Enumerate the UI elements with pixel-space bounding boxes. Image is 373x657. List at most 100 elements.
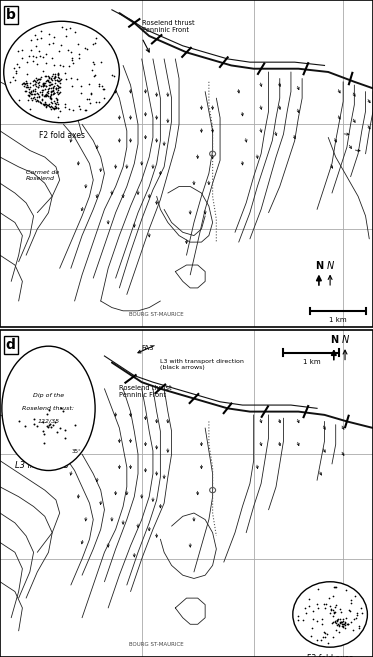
Point	[13, 66, 19, 76]
Circle shape	[293, 581, 367, 647]
Point	[76, 49, 82, 59]
Point	[22, 79, 28, 89]
Point	[337, 618, 343, 628]
Point	[84, 94, 90, 104]
Point	[82, 43, 88, 54]
Point	[59, 40, 65, 51]
Text: 1 km: 1 km	[303, 359, 320, 365]
Point	[40, 51, 46, 62]
Point	[88, 88, 94, 99]
Point	[23, 81, 29, 92]
Point	[44, 421, 50, 432]
Point	[62, 102, 68, 112]
Point	[37, 97, 43, 108]
Point	[314, 635, 320, 646]
Point	[47, 76, 53, 87]
Point	[51, 81, 57, 91]
Point	[48, 97, 54, 108]
Point	[315, 602, 321, 613]
Point	[41, 79, 47, 90]
Point	[109, 70, 115, 80]
Point	[342, 618, 348, 628]
Point	[66, 61, 72, 72]
Point	[303, 607, 309, 618]
Point	[336, 616, 342, 627]
Point	[330, 604, 336, 615]
Point	[315, 583, 321, 594]
Point	[48, 86, 54, 97]
Point	[54, 75, 60, 85]
Point	[322, 632, 328, 643]
Point	[52, 98, 58, 108]
Point	[55, 99, 61, 110]
Point	[356, 623, 362, 633]
Point	[46, 73, 52, 83]
Point	[39, 87, 45, 97]
Point	[48, 72, 54, 83]
Point	[23, 78, 29, 89]
Point	[37, 46, 43, 57]
Point	[36, 74, 42, 85]
Point	[51, 87, 57, 98]
Point	[330, 632, 336, 643]
Point	[356, 622, 362, 632]
Point	[37, 51, 43, 61]
Point	[328, 604, 334, 614]
Point	[62, 68, 68, 78]
Point	[47, 102, 53, 112]
Circle shape	[4, 21, 119, 123]
Point	[93, 97, 99, 108]
Point	[50, 83, 56, 93]
Point	[45, 99, 51, 110]
Point	[70, 105, 76, 116]
Point	[55, 112, 61, 123]
Point	[49, 97, 55, 108]
Point	[40, 66, 46, 76]
Point	[36, 79, 42, 90]
Point	[46, 101, 51, 111]
Point	[26, 87, 32, 97]
Point	[345, 619, 351, 629]
Point	[309, 622, 315, 633]
Point	[38, 98, 44, 108]
Point	[52, 417, 58, 427]
Point	[89, 65, 95, 76]
Point	[340, 614, 346, 624]
Point	[48, 83, 54, 94]
Point	[51, 72, 57, 83]
Point	[26, 89, 32, 100]
Point	[75, 39, 81, 50]
Point	[91, 71, 97, 81]
Point	[48, 89, 54, 99]
Point	[53, 72, 59, 82]
Point	[93, 32, 99, 43]
Point	[21, 78, 27, 89]
Point	[83, 104, 89, 115]
Point	[348, 595, 354, 605]
Text: N: N	[326, 261, 334, 271]
Point	[42, 78, 48, 89]
Point	[92, 70, 98, 80]
Point	[45, 83, 51, 94]
Point	[42, 91, 48, 102]
Point	[351, 614, 357, 624]
Point	[38, 33, 44, 43]
Point	[22, 85, 28, 96]
Point	[310, 614, 316, 624]
Point	[66, 104, 72, 114]
Text: 1 km: 1 km	[329, 317, 347, 323]
Point	[336, 627, 342, 637]
Point	[45, 70, 51, 81]
Point	[63, 99, 69, 110]
Point	[28, 87, 34, 98]
Point	[35, 74, 41, 84]
Point	[19, 53, 25, 63]
Point	[326, 593, 332, 603]
Point	[63, 74, 69, 84]
Point	[43, 81, 49, 91]
Point	[50, 85, 56, 95]
Point	[301, 614, 307, 625]
Point	[45, 87, 51, 98]
Point	[42, 90, 48, 101]
Point	[56, 76, 62, 87]
